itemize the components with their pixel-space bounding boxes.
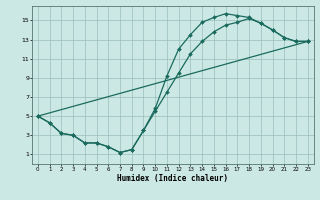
X-axis label: Humidex (Indice chaleur): Humidex (Indice chaleur) [117,174,228,183]
